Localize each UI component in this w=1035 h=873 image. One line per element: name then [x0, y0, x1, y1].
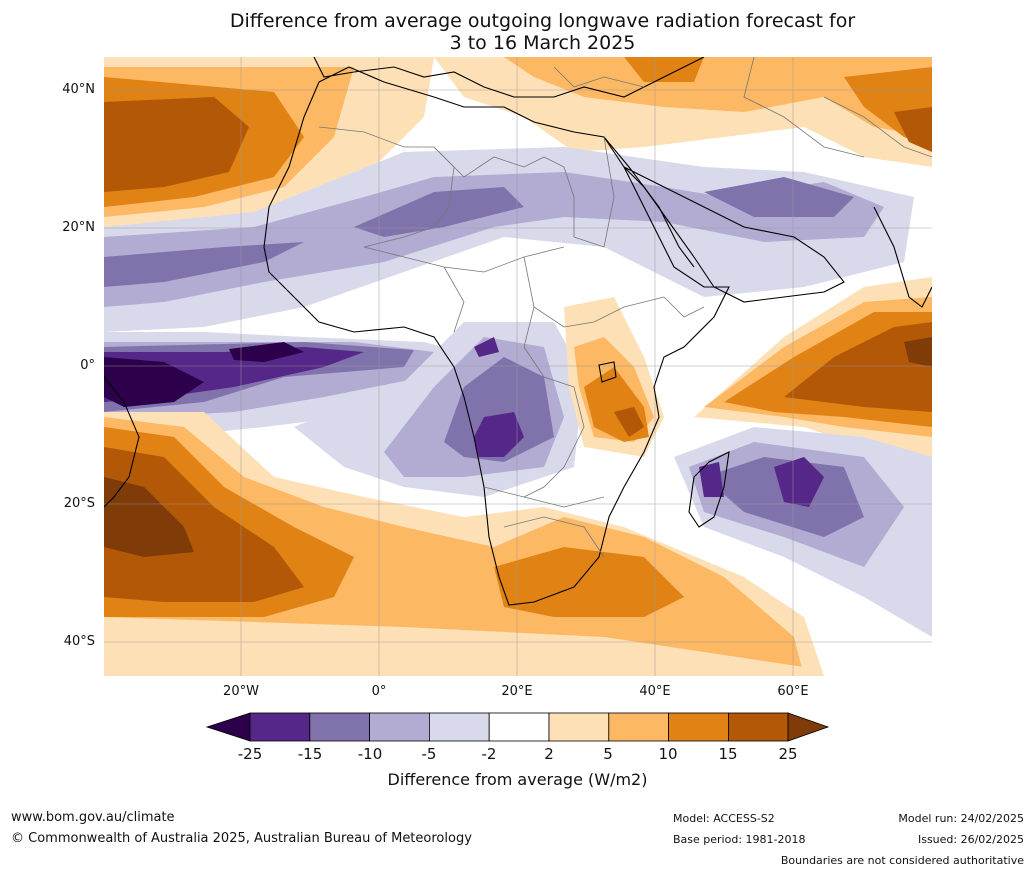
lat-label-40s: 40°S	[63, 634, 95, 649]
anomaly-equatorial-atlantic-negative	[104, 332, 484, 437]
colorbar-segment-2-5	[548, 712, 610, 742]
footer-website: www.bom.gov.au/climate	[11, 810, 175, 825]
lon-label-60e: 60°E	[777, 684, 809, 699]
colorbar-tick: 25	[778, 745, 798, 763]
colorbar-tick: 2	[544, 745, 554, 763]
footer-model-run: Model run: 24/02/2025	[898, 812, 1024, 825]
footer-base-period: Base period: 1981-2018	[673, 833, 806, 846]
lon-label-20w: 20°W	[223, 684, 259, 699]
anomaly-mediterranean-positive	[434, 57, 932, 167]
lon-label-40e: 40°E	[639, 684, 671, 699]
colorbar-tick: -2	[481, 745, 497, 763]
colorbar-tick: -25	[237, 745, 263, 763]
lat-label-40n: 40°N	[62, 82, 95, 97]
colorbar	[205, 712, 830, 742]
footer-copyright: © Commonwealth of Australia 2025, Austra…	[11, 831, 472, 846]
anomaly-north-tropics-negative	[104, 147, 914, 332]
colorbar-title: Difference from average (W/m2)	[387, 770, 648, 789]
lat-label-20n: 20°N	[62, 220, 95, 235]
anomaly-south-atlantic-positive	[104, 412, 824, 676]
colorbar-tick: -5	[421, 745, 437, 763]
title-line-2: 3 to 16 March 2025	[449, 32, 636, 54]
colorbar-segment--5--2	[428, 712, 490, 742]
colorbar-segment--2-2	[488, 712, 550, 742]
footer-issued: Issued: 26/02/2025	[917, 833, 1024, 846]
map-gridlines	[104, 57, 932, 676]
lon-label-0: 0°	[371, 684, 387, 699]
colorbar-segment-5-10	[608, 712, 669, 742]
anomaly-east-africa-positive	[564, 297, 664, 457]
colorbar-segment--10--5	[369, 712, 430, 742]
colorbar-segment--25--15	[249, 712, 311, 742]
title-line-1: Difference from average outgoing longwav…	[229, 10, 856, 32]
anomaly-madagascar-negative	[674, 427, 932, 637]
coastlines	[104, 57, 932, 606]
map-title: Difference from average outgoing longwav…	[0, 10, 1035, 54]
colorbar-tick: 15	[718, 745, 738, 763]
lon-label-20e: 20°E	[501, 684, 533, 699]
colorbar-tick: -15	[297, 745, 323, 763]
footer-disclaimer: Boundaries are not considered authoritat…	[780, 854, 1024, 867]
map-svg	[104, 57, 932, 676]
anomaly-north-atlantic-positive	[104, 57, 434, 232]
colorbar-segment-10-15	[668, 712, 729, 742]
colorbar-tick: 5	[603, 745, 613, 763]
colorbar-segment--15--10	[309, 712, 371, 742]
colorbar-tick: -10	[357, 745, 383, 763]
anomaly-indian-ocean-positive	[694, 277, 932, 457]
footer-model: Model: ACCESS-S2	[673, 812, 775, 825]
colorbar-segment-below--25	[205, 712, 251, 742]
lat-label-0: 0°	[80, 358, 95, 373]
colorbar-segment-15-25	[728, 712, 789, 742]
olr-anomaly-map	[104, 57, 932, 676]
lat-label-20s: 20°S	[63, 496, 95, 511]
colorbar-tick: 10	[658, 745, 678, 763]
country-borders	[318, 57, 932, 558]
colorbar-segment-above-25	[787, 712, 830, 742]
